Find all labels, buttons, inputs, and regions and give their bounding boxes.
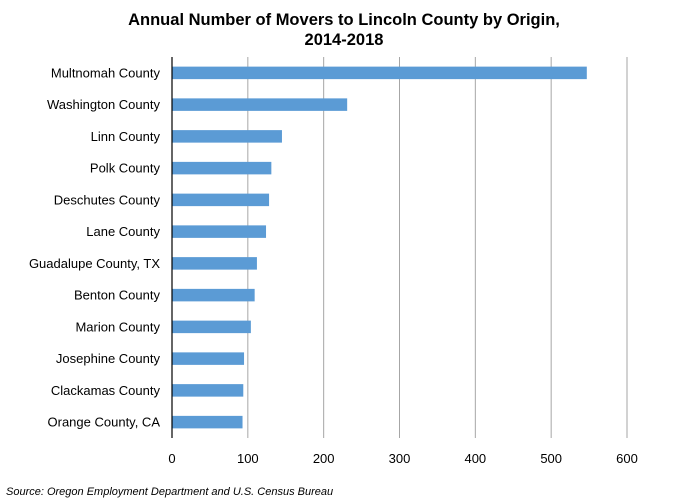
chart-title-line-1: Annual Number of Movers to Lincoln Count… [128,11,560,29]
category-label-6: Guadalupe County, TX [29,256,160,271]
bar-4 [172,193,270,207]
bar-9 [172,352,245,365]
bar-8 [172,320,251,334]
category-label-3: Polk County [90,161,161,176]
bar-10 [172,384,244,397]
bar-0 [172,66,587,80]
category-label-5: Lane County [86,224,160,239]
bar-7 [172,288,255,302]
category-label-11: Orange County, CA [48,415,161,430]
chart-title-line-2: 2014-2018 [304,31,384,49]
x-tick-label-6: 600 [616,451,638,466]
bar-1 [172,98,348,111]
x-tick-label-1: 100 [237,451,259,466]
category-label-9: Josephine County [56,351,161,366]
x-tick-label-4: 400 [464,451,486,466]
x-tick-label-3: 300 [389,451,411,466]
category-label-0: Multnomah County [51,65,161,80]
x-tick-label-0: 0 [168,451,175,466]
category-label-2: Linn County [91,129,161,144]
bar-5 [172,225,267,238]
x-tick-label-2: 200 [313,451,335,466]
category-label-7: Benton County [74,288,161,303]
category-label-10: Clackamas County [51,383,161,398]
category-label-4: Deschutes County [54,192,161,207]
bar-6 [172,257,257,270]
bar-3 [172,161,272,175]
bar-2 [172,130,282,143]
category-label-1: Washington County [47,97,160,112]
category-label-8: Marion County [75,319,160,334]
x-tick-label-5: 500 [540,451,562,466]
chart-source-note: Source: Oregon Employment Department and… [6,486,334,498]
bar-11 [172,415,243,429]
